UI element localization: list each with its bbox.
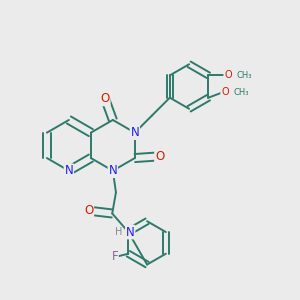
Text: N: N: [109, 164, 117, 177]
Text: O: O: [155, 150, 164, 163]
Text: N: N: [130, 126, 139, 139]
Text: O: O: [100, 92, 110, 105]
Text: CH₃: CH₃: [233, 88, 249, 97]
Text: O: O: [84, 205, 93, 218]
Text: F: F: [111, 250, 118, 263]
Text: H: H: [116, 227, 123, 237]
Text: O: O: [221, 87, 229, 97]
Text: N: N: [126, 226, 135, 238]
Text: N: N: [64, 164, 73, 177]
Text: O: O: [224, 70, 232, 80]
Text: CH₃: CH₃: [236, 71, 252, 80]
